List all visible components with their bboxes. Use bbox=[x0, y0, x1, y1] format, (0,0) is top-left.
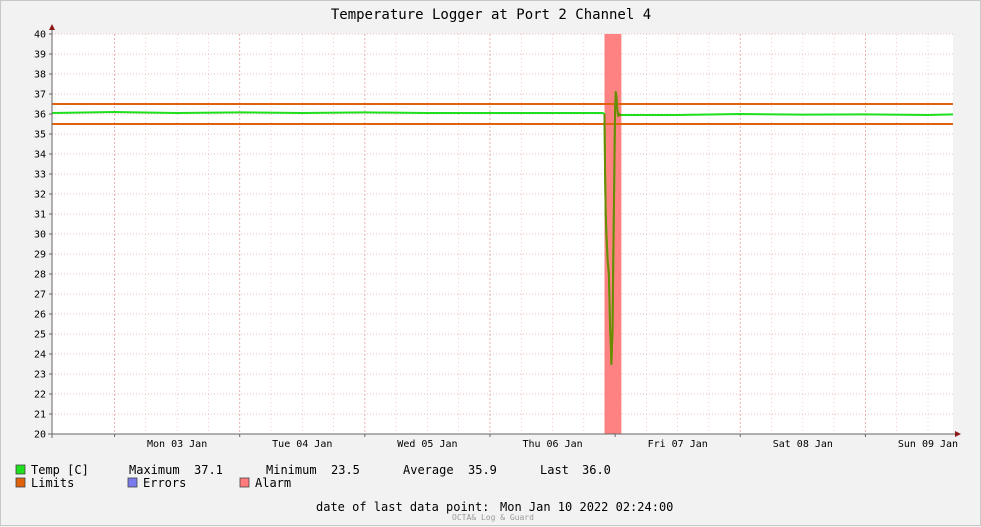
last-data-label: date of last data point: bbox=[316, 500, 489, 514]
brand-watermark: OCTA& Log & Guard bbox=[452, 513, 534, 522]
y-tick-label: 25 bbox=[34, 330, 46, 341]
legend-last-value: 36.0 bbox=[582, 463, 611, 477]
y-tick-label: 28 bbox=[34, 270, 46, 281]
x-tick-label: Wed 05 Jan bbox=[397, 439, 457, 450]
y-axis-arrow bbox=[49, 24, 55, 30]
x-tick-label: Tue 04 Jan bbox=[272, 439, 332, 450]
y-tick-label: 30 bbox=[34, 230, 46, 241]
y-tick-label: 38 bbox=[34, 70, 46, 81]
legend-limits-label: Limits bbox=[31, 476, 74, 490]
y-tick-label: 23 bbox=[34, 370, 46, 381]
y-tick-label: 31 bbox=[34, 210, 46, 221]
y-tick-label: 37 bbox=[34, 90, 46, 101]
alarm-legend-swatch bbox=[239, 477, 250, 488]
legend-average-label: Average bbox=[403, 463, 454, 477]
legend-minimum-label: Minimum bbox=[266, 463, 317, 477]
y-tick-label: 40 bbox=[34, 30, 46, 41]
y-tick-label: 36 bbox=[34, 110, 46, 121]
x-axis-arrow bbox=[955, 431, 961, 437]
x-tick-label: Sat 08 Jan bbox=[773, 439, 833, 450]
temp-legend-swatch bbox=[15, 464, 26, 475]
chart-title: Temperature Logger at Port 2 Channel 4 bbox=[331, 7, 651, 23]
legend-maximum-label: Maximum bbox=[129, 463, 180, 477]
y-tick-label: 32 bbox=[34, 190, 46, 201]
y-tick-label: 24 bbox=[34, 350, 46, 361]
y-tick-label: 20 bbox=[34, 430, 46, 441]
y-tick-label: 29 bbox=[34, 250, 46, 261]
y-tick-label: 26 bbox=[34, 310, 46, 321]
x-tick-label: Thu 06 Jan bbox=[522, 439, 582, 450]
legend-minimum-value: 23.5 bbox=[331, 463, 360, 477]
y-tick-label: 35 bbox=[34, 130, 46, 141]
limits-legend-swatch bbox=[15, 477, 26, 488]
legend-errors-label: Errors bbox=[143, 476, 186, 490]
legend-maximum-value: 37.1 bbox=[194, 463, 223, 477]
y-tick-label: 34 bbox=[34, 150, 46, 161]
x-tick-label: Mon 03 Jan bbox=[147, 439, 207, 450]
y-tick-label: 33 bbox=[34, 170, 46, 181]
legend-temp-label: Temp [C] bbox=[31, 463, 89, 477]
x-tick-label: Fri 07 Jan bbox=[648, 439, 708, 450]
legend-last-label: Last bbox=[540, 463, 569, 477]
last-data-value: Mon Jan 10 2022 02:24:00 bbox=[500, 500, 673, 514]
y-tick-label: 22 bbox=[34, 390, 46, 401]
plot-area: 20 21 22 23 24 25 26 27 28 29 30 31 32 33 34 35 36 37 38 39… bbox=[34, 24, 961, 450]
temp-series-alarm-segment bbox=[603, 91, 622, 365]
y-tick-label: 27 bbox=[34, 290, 46, 301]
y-tick-label: 21 bbox=[34, 410, 46, 421]
y-tick-label: 39 bbox=[34, 50, 46, 61]
errors-legend-swatch bbox=[127, 477, 138, 488]
legend-alarm-label: Alarm bbox=[255, 476, 291, 490]
x-tick-label: Sun 09 Jan bbox=[898, 439, 958, 450]
legend-average-value: 35.9 bbox=[468, 463, 497, 477]
